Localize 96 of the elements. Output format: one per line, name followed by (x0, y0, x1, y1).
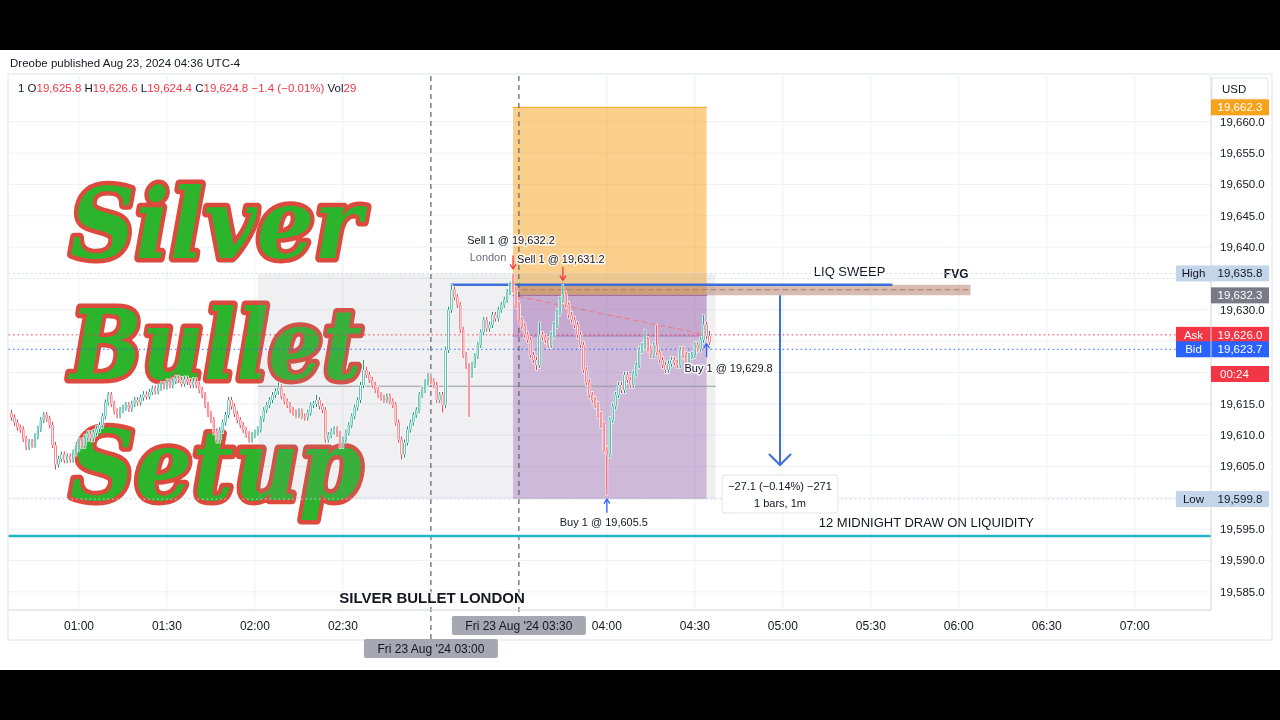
ref-line-label: High 19,635.8 (1181, 267, 1263, 280)
candlestick (135, 396, 140, 407)
candlestick (537, 321, 542, 369)
text: Bid 19,623.7 (1185, 343, 1263, 356)
candlestick (294, 408, 298, 420)
text: Silver Bullet Setup (67, 166, 407, 523)
annotation: Sell 1 @ 19,631.2 (517, 252, 605, 265)
candlestick (165, 378, 169, 391)
annotation: SILVER BULLET LONDON (339, 589, 525, 606)
candlestick (15, 418, 20, 432)
candlestick (434, 381, 439, 404)
candlestick (65, 452, 70, 465)
candlestick (276, 381, 281, 396)
candlestick (299, 407, 304, 421)
y-tick-label: 19,630.0 (1220, 303, 1265, 316)
candlestick (666, 359, 671, 374)
x-tick-label: 05:00 (767, 619, 799, 633)
candlestick (687, 352, 691, 364)
candlestick (314, 394, 319, 408)
candlestick (80, 437, 84, 450)
text: 1 O19,625.8 H19,626.6 L19,624.4 C19,624.8 −1.4 (−0.01%) Vol29 (18, 82, 357, 94)
y-tick-label: 19,610.0 (1220, 429, 1265, 442)
y-tick-label: 19,655.0 (1220, 147, 1265, 160)
annotation: London (469, 251, 507, 263)
x-tick-label: 06:00 (943, 619, 975, 633)
candlestick (92, 428, 95, 443)
candlestick (250, 431, 254, 444)
candlestick (684, 350, 688, 364)
text: USD (1222, 83, 1247, 95)
series-label: FVG (943, 266, 969, 281)
candlestick (546, 335, 551, 349)
candlestick (279, 383, 284, 401)
candlestick (156, 383, 161, 396)
ref-line-label: Fri 23 Aug '24 03:00 (377, 642, 485, 656)
ref-line-label: 12 MIDNIGHT DRAW ON LIQUIDITY (818, 515, 1035, 531)
x-tick-label: 02:30 (327, 619, 359, 633)
text: Dreobe published Aug 23, 2024 04:36 UTC-4 (10, 57, 241, 69)
candlestick (150, 384, 155, 396)
candlestick (138, 393, 143, 407)
candlestick (643, 329, 647, 351)
y-tick-label: 19,605.0 (1220, 460, 1265, 473)
candlestick (71, 448, 76, 464)
text: 19,662.3 (1217, 101, 1263, 114)
candlestick (118, 406, 122, 420)
candlestick (247, 430, 251, 444)
candlestick (141, 390, 146, 402)
x-tick-label: 06:30 (1031, 619, 1063, 633)
candlestick (288, 401, 293, 414)
y-tick-label: 19,590.0 (1220, 554, 1265, 567)
y-tick-label: 19,650.0 (1220, 178, 1265, 191)
candlestick (490, 310, 495, 329)
series-label: LIQ SWEEP (813, 263, 886, 279)
candlestick (83, 433, 87, 450)
annotation: Buy 1 @ 19,605.5 (559, 515, 648, 528)
candlestick (147, 387, 152, 401)
candlestick (159, 381, 163, 392)
annotation: 1 bars, 1m (754, 497, 806, 509)
candlestick (297, 407, 301, 420)
candlestick (153, 384, 158, 396)
x-tick-label: 01:30 (151, 619, 183, 633)
candlestick (338, 429, 342, 450)
candlestick (62, 450, 67, 465)
y-tick-label: 19,660.0 (1220, 115, 1265, 128)
x-tick-label: 04:00 (591, 619, 623, 633)
candlestick (317, 396, 322, 411)
y-tick-label: 19,595.0 (1220, 523, 1265, 536)
text: 19,632.3 (1217, 289, 1263, 302)
candlestick (129, 399, 134, 413)
candlestick (124, 401, 128, 412)
candlestick (88, 429, 93, 443)
ref-line-label: Low 19,599.8 (1182, 493, 1263, 506)
x-tick-label: 04:30 (679, 619, 711, 633)
annotation: −27.1 (−0.14%) −271 (728, 480, 832, 492)
y-tick-label: 19,640.0 (1220, 241, 1265, 254)
y-tick-label: 19,615.0 (1220, 397, 1265, 410)
candlestick (168, 378, 172, 389)
ref-line-label: Fri 23 Aug '24 03:30 (465, 619, 573, 633)
y-tick-label: 19,645.0 (1220, 209, 1265, 222)
candlestick (387, 392, 392, 406)
text: Ask 19,626.0 (1183, 328, 1263, 341)
text: 00:24 (1220, 368, 1250, 380)
candlestick (382, 393, 386, 404)
annotation: Buy 1 @ 19,629.8 (684, 362, 773, 375)
candlestick (329, 427, 334, 440)
candlestick (672, 355, 677, 367)
annotation: Sell 1 @ 19,632.2 (467, 234, 555, 247)
candlestick (496, 305, 501, 323)
candlestick (144, 390, 149, 401)
x-tick-label: 02:00 (239, 619, 271, 633)
y-tick-label: 19,585.0 (1220, 585, 1265, 598)
x-tick-label: 05:30 (855, 619, 887, 633)
x-tick-label: 07:00 (1119, 619, 1151, 633)
candlestick (385, 392, 389, 404)
x-tick-label: 01:00 (63, 619, 95, 633)
candlestick (253, 428, 257, 440)
candlestick (429, 373, 433, 386)
